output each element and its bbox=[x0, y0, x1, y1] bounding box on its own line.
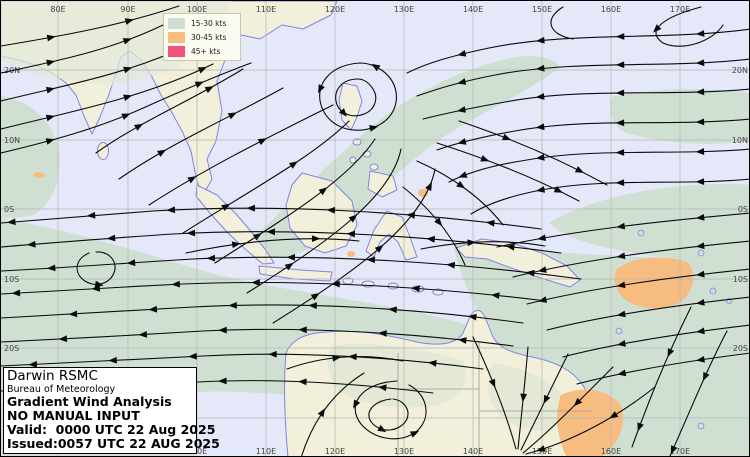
longitude-label-bottom: 130E bbox=[394, 447, 414, 456]
longitude-label-bottom: 150E bbox=[532, 447, 552, 456]
agency-name: Darwin RSMC bbox=[7, 368, 98, 384]
longitude-label-top: 90E bbox=[120, 5, 135, 14]
latitude-label-left: 0S bbox=[4, 205, 14, 214]
bureau-name: Bureau of Meteorology bbox=[7, 384, 116, 395]
axis-labels: 80E80E90E90E100E100E110E110E120E120E130E… bbox=[4, 5, 748, 456]
state-borders bbox=[397, 341, 592, 456]
longitude-label-bottom: 100E bbox=[187, 447, 207, 456]
longitude-label-top: 130E bbox=[394, 5, 414, 14]
latitude-label-left: 20S bbox=[4, 344, 19, 353]
latitude-label-left: 10N bbox=[4, 136, 20, 145]
longitude-label-top: 140E bbox=[463, 5, 483, 14]
legend-label: 30-45 kts bbox=[191, 33, 227, 42]
longitude-label-top: 120E bbox=[325, 5, 345, 14]
latitude-label-right: 0S bbox=[738, 205, 748, 214]
legend-item: 45+ kts bbox=[168, 46, 236, 57]
longitude-label-top: 80E bbox=[50, 5, 65, 14]
legend-swatch bbox=[168, 46, 185, 57]
legend: 15-30 kts 30-45 kts 45+ kts bbox=[163, 13, 241, 61]
legend-item: 30-45 kts bbox=[168, 32, 236, 43]
longitude-label-bottom: 170E bbox=[670, 447, 690, 456]
mindanao bbox=[367, 170, 398, 198]
product-name: Gradient Wind Analysis bbox=[7, 394, 172, 409]
longitude-label-bottom: 120E bbox=[325, 447, 345, 456]
longitude-label-top: 160E bbox=[601, 5, 621, 14]
longitude-label-top: 110E bbox=[256, 5, 276, 14]
longitude-label-bottom: 160E bbox=[601, 447, 621, 456]
wind-shading-30-45kts bbox=[33, 172, 693, 456]
luzon bbox=[338, 82, 363, 131]
longitude-label-top: 170E bbox=[670, 5, 690, 14]
legend-swatch bbox=[168, 32, 185, 43]
valid-time: Valid: 0000 UTC 22 Aug 2025 bbox=[7, 422, 216, 437]
latitude-label-right: 10N bbox=[732, 136, 748, 145]
latitude-label-left: 10S bbox=[4, 275, 19, 284]
legend-label: 15-30 kts bbox=[191, 19, 227, 28]
mode-label: NO MANUAL INPUT bbox=[7, 408, 140, 423]
info-box: Darwin RSMC Bureau of Meteorology Gradie… bbox=[3, 367, 220, 454]
longitude-label-top: 150E bbox=[532, 5, 552, 14]
legend-swatch bbox=[168, 18, 185, 29]
longitude-label-bottom: 140E bbox=[463, 447, 483, 456]
latitude-label-right: 20N bbox=[732, 66, 748, 75]
reef-outlines bbox=[615, 229, 732, 430]
issued-time: Issued:0057 UTC 22 AUG 2025 bbox=[7, 436, 220, 451]
streamline-arrowheads bbox=[6, 18, 710, 455]
longitude-label-bottom: 110E bbox=[256, 447, 276, 456]
latitude-label-right: 20S bbox=[733, 344, 748, 353]
java bbox=[258, 265, 333, 282]
legend-label: 45+ kts bbox=[191, 47, 221, 56]
longitude-label-top: 100E bbox=[187, 5, 207, 14]
latitude-label-right: 10S bbox=[733, 275, 748, 284]
legend-item: 15-30 kts bbox=[168, 18, 236, 29]
